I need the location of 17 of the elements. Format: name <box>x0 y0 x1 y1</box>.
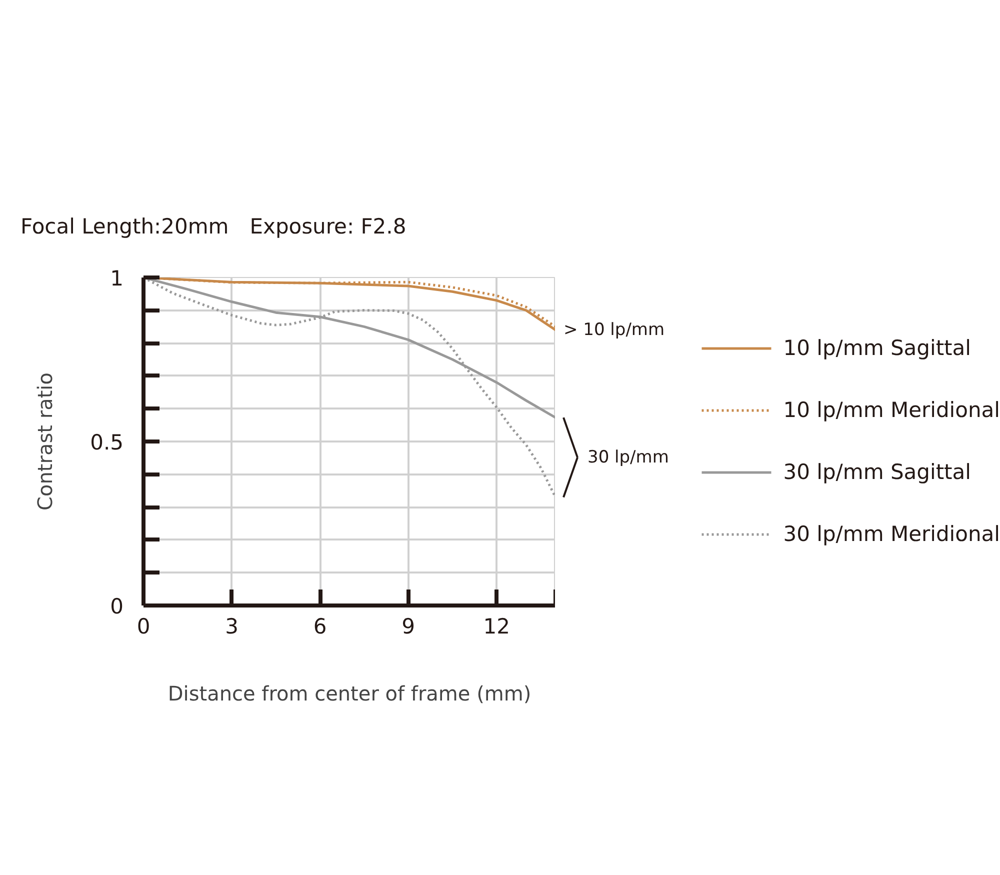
x-tick-label: 12 <box>483 614 510 638</box>
y-axis-title: Contrast ratio <box>33 372 58 510</box>
legend-label: 10 lp/mm Meridional <box>783 398 1000 422</box>
y-tick-label: 0 <box>110 594 124 618</box>
chart-title: Focal Length:20mm Exposure: F2.8 <box>20 214 406 238</box>
legend-label: 30 lp/mm Meridional <box>783 522 1000 546</box>
x-tick-label: 3 <box>225 614 238 638</box>
annotation: > 10 lp/mm <box>564 320 665 340</box>
x-tick-label: 6 <box>313 614 327 638</box>
x-tick-label: 0 <box>136 614 150 638</box>
legend-label: 10 lp/mm Sagittal <box>783 336 971 360</box>
x-axis-title: Distance from center of frame (mm) <box>168 682 532 706</box>
text: 30 lp/mm <box>588 447 669 468</box>
x-tick-label: 9 <box>402 614 416 638</box>
y-tick-label: 0.5 <box>90 430 124 454</box>
y-tick-label: 1 <box>110 266 124 290</box>
legend-label: 30 lp/mm Sagittal <box>783 460 971 484</box>
